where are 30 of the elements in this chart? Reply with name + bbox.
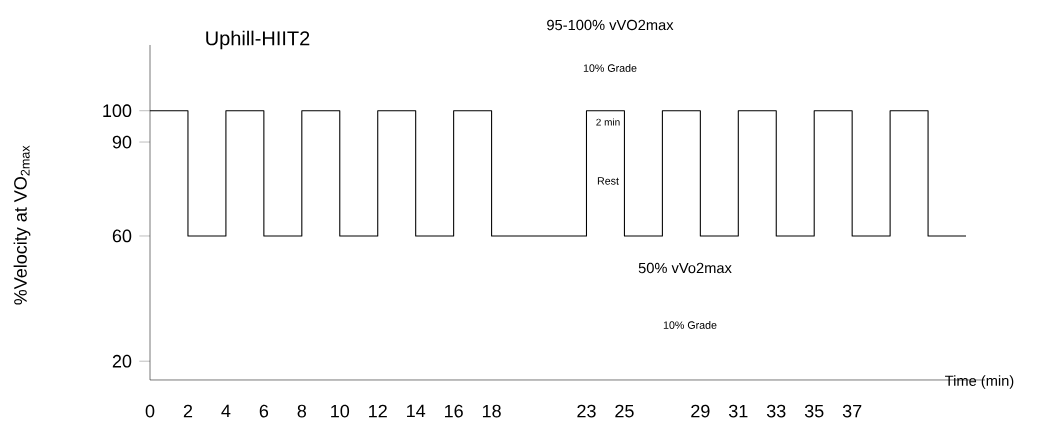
annotation: 50% vVo2max (638, 262, 732, 274)
y-axis-title: %Velocity at VO$_{2max}$ (13, 145, 31, 305)
x-tick-label: 18 (482, 404, 501, 418)
chart-title: Uphill-HIIT2 (206, 30, 310, 50)
annotation: 10% Grade (583, 64, 637, 72)
y-tick-label: 20 (112, 354, 132, 368)
x-tick-label: 25 (615, 404, 634, 418)
x-tick-label: 10 (331, 404, 350, 418)
x-tick-label: 4 (221, 404, 231, 418)
x-tick-label: 0 (145, 404, 155, 418)
x-tick-label: 23 (577, 404, 596, 418)
x-tick-label: 14 (407, 404, 426, 418)
x-tick-label: 35 (804, 404, 824, 418)
x-tick-label: 33 (766, 404, 786, 418)
y-tick-label: 60 (112, 229, 132, 243)
y-tick-label: 100 (103, 104, 132, 118)
x-tick-label: 2 (183, 404, 193, 418)
annotation: 2 min (596, 118, 620, 126)
x-tick-label: 12 (369, 404, 387, 418)
x-axis-title: Time (min) (945, 375, 1014, 389)
x-tick-label: 6 (259, 404, 269, 418)
annotation: Rest (597, 177, 619, 185)
x-tick-label: 31 (728, 404, 748, 418)
x-tick-label: 16 (445, 404, 463, 418)
x-tick-label: 37 (842, 404, 862, 418)
x-tick-label: 8 (297, 404, 307, 418)
y-tick-label: 90 (112, 135, 132, 149)
text: 95-100% vVO2max (547, 19, 674, 31)
annotation: 10% Grade (663, 321, 717, 329)
x-tick-label: 29 (691, 404, 710, 418)
